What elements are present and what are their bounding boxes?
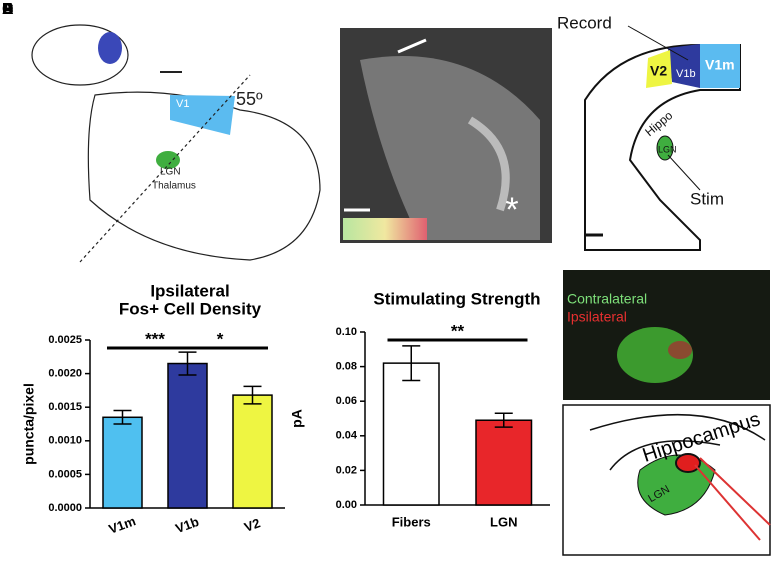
y-axis-label: puncta/pixel	[21, 383, 37, 465]
y-tick-label: 0.0020	[48, 368, 82, 380]
panel-label: B	[2, 1, 14, 18]
region-label: V1m	[705, 57, 735, 73]
legend-label: Ipsilateral	[567, 309, 627, 325]
region-label: LGN	[160, 167, 181, 178]
panel-label: F	[2, 1, 12, 18]
legend-label: Contralateral	[567, 291, 647, 307]
color-scale	[343, 218, 427, 240]
error-bar	[402, 345, 421, 382]
y-tick-label: 0.10	[336, 326, 357, 338]
y-axis-label: pA	[289, 409, 305, 428]
x-tick-label: V1b	[173, 514, 201, 536]
error-bar	[178, 351, 197, 376]
tissue	[360, 56, 540, 240]
electrode	[699, 457, 771, 526]
panel-label: C	[2, 1, 14, 18]
error-bar	[243, 385, 262, 405]
x-tick-label: V2	[242, 515, 262, 535]
x-tick-label: V1m	[107, 513, 138, 536]
chart-title: Fos+ Cell Density	[119, 299, 262, 318]
brain-section	[584, 44, 741, 251]
y-tick-label: 0.02	[336, 464, 357, 476]
pointer	[627, 25, 689, 61]
y-tick-label: 0.0000	[48, 502, 82, 514]
region-label: Hippo	[642, 108, 675, 139]
bar	[232, 394, 273, 509]
y-tick-label: 0.0005	[48, 468, 82, 480]
v2-region	[646, 50, 672, 88]
lgn-region	[156, 151, 180, 169]
lgn-fluorescence	[617, 327, 693, 383]
region-label: LGN	[658, 144, 677, 154]
hippocampus	[467, 116, 510, 212]
panel-label: D	[2, 1, 14, 18]
panel-a	[31, 24, 321, 263]
y-tick-label: 0.00	[336, 499, 357, 511]
bar	[167, 362, 208, 509]
region-label: Thalamus	[152, 181, 196, 192]
region-label: V2	[650, 63, 667, 79]
bar	[475, 419, 533, 506]
record-label: Record	[557, 13, 612, 32]
stim-label: Stim	[690, 189, 724, 208]
significance-label: *	[217, 329, 224, 348]
electrode	[694, 464, 761, 541]
error-bar	[113, 409, 132, 425]
panel-b: *	[340, 28, 552, 243]
brain-region	[98, 32, 122, 64]
x-tick-label: Fibers	[392, 514, 431, 529]
bar	[382, 362, 440, 506]
ipsilateral-patch	[668, 341, 692, 359]
y-tick-label: 0.0015	[48, 401, 82, 413]
asterisk: *	[505, 191, 518, 229]
x-tick-label: LGN	[490, 514, 517, 529]
error-bar	[494, 412, 513, 428]
brain-outline	[31, 24, 129, 86]
hippocampus-outline	[589, 413, 766, 471]
y-tick-label: 0.0025	[48, 334, 82, 346]
region-label: V1b	[676, 68, 696, 80]
chart-title: Stimulating Strength	[373, 289, 540, 308]
lgn-region	[656, 135, 674, 161]
y-tick-label: 0.04	[336, 430, 358, 442]
pointer	[667, 154, 701, 191]
panel-label: E	[2, 1, 13, 18]
v1-region	[170, 95, 235, 135]
angle-label: 55º	[236, 89, 263, 109]
panel-label: A	[2, 1, 14, 18]
significance-label: **	[451, 321, 465, 340]
cut-line	[79, 74, 251, 263]
scale-bar	[397, 38, 427, 54]
v1m-region	[700, 44, 740, 88]
ipsilateral-region	[675, 453, 701, 473]
significance-label: ***	[145, 329, 165, 348]
chart-title: Ipsilateral	[150, 281, 229, 300]
panel-labels: A B C D E F	[2, 1, 14, 18]
v1b-region	[668, 44, 700, 88]
region-label: V1	[176, 98, 189, 110]
y-tick-label: 0.0010	[48, 435, 82, 447]
panel-f: Contralateral Ipsilateral Hippocampus LG…	[562, 270, 771, 556]
bar	[102, 416, 143, 509]
y-tick-label: 0.06	[336, 395, 357, 407]
panel-c	[584, 25, 741, 251]
y-tick-label: 0.08	[336, 361, 357, 373]
